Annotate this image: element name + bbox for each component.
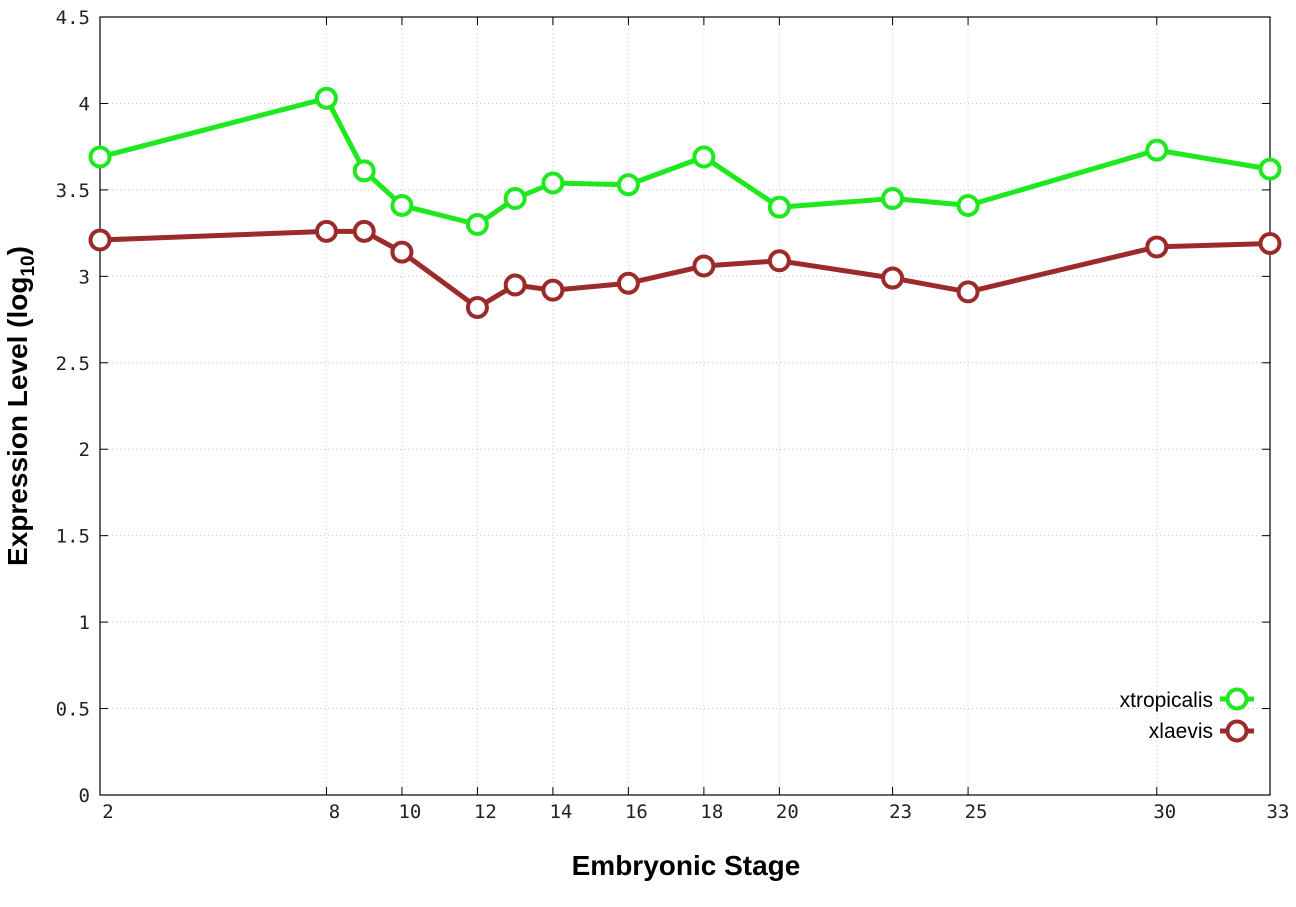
data-point-xtropicalis <box>390 193 414 217</box>
data-point-xlaevis <box>767 249 791 273</box>
x-tick-label: 2 <box>102 801 113 823</box>
data-point-xlaevis <box>390 240 414 264</box>
x-tick-label: 10 <box>398 801 421 823</box>
legend-marker-xtropicalis <box>1225 687 1249 711</box>
data-point-xlaevis <box>881 266 905 290</box>
y-tick-label: 2.5 <box>56 353 90 375</box>
x-tick-label: 20 <box>776 801 799 823</box>
axis-ticks: 0 0.5 1 1.5 2 2.5 3 3.5 4 4.5 2 8 10 12 14 16 18 20 23 25 30… <box>56 7 1290 823</box>
plot-frame <box>99 16 1271 796</box>
data-point-xlaevis <box>956 280 980 304</box>
data-point-xtropicalis <box>503 187 527 211</box>
legend-entry-xtropicalis: xtropicalis <box>1120 687 1254 712</box>
legend: xtropicalis xlaevis <box>1120 687 1254 743</box>
data-point-xtropicalis <box>881 187 905 211</box>
x-tick-label: 16 <box>625 801 648 823</box>
data-point-xtropicalis <box>465 212 489 236</box>
series-xlaevis <box>88 219 1282 319</box>
data-point-xtropicalis <box>692 145 716 169</box>
data-point-xtropicalis <box>616 173 640 197</box>
data-point-xlaevis <box>88 228 112 252</box>
series-line-xtropicalis <box>99 95 1271 227</box>
data-point-xlaevis <box>352 219 376 243</box>
data-point-xlaevis <box>314 219 338 243</box>
x-tick-label: 18 <box>700 801 723 823</box>
x-axis-title: Embryonic Stage <box>572 850 801 881</box>
legend-label-xlaevis: xlaevis <box>1149 720 1213 743</box>
y-tick-label: 1 <box>79 612 90 634</box>
data-point-xlaevis <box>1258 231 1282 255</box>
data-point-xtropicalis <box>767 195 791 219</box>
data-point-xtropicalis <box>314 86 338 110</box>
grid <box>100 17 1270 795</box>
x-tick-label: 12 <box>474 801 497 823</box>
legend-label-xtropicalis: xtropicalis <box>1120 689 1213 712</box>
data-point-xtropicalis <box>88 145 112 169</box>
data-point-xtropicalis <box>541 171 565 195</box>
data-point-xlaevis <box>503 273 527 297</box>
y-axis-title: Expression Level (log10) <box>2 246 39 566</box>
y-tick-label: 3.5 <box>56 180 90 202</box>
data-point-xlaevis <box>692 254 716 278</box>
x-tick-label: 8 <box>329 801 340 823</box>
y-axis-title-close: ) <box>2 246 33 255</box>
series-lines <box>88 86 1282 319</box>
y-axis-title-subscript: 10 <box>18 255 39 276</box>
y-tick-label: 2 <box>79 439 90 461</box>
data-point-xlaevis <box>465 295 489 319</box>
series-xtropicalis <box>88 86 1282 236</box>
data-point-xlaevis <box>1145 235 1169 259</box>
series-line-xlaevis <box>99 228 1271 310</box>
y-tick-label: 3 <box>79 266 90 288</box>
data-point-xtropicalis <box>956 193 980 217</box>
y-tick-label: 0 <box>79 785 90 807</box>
x-tick-label: 14 <box>549 801 572 823</box>
x-tick-label: 30 <box>1153 801 1176 823</box>
y-tick-label: 0.5 <box>56 699 90 721</box>
y-tick-label: 4 <box>79 93 90 115</box>
legend-entry-xlaevis: xlaevis <box>1149 719 1254 743</box>
data-point-xtropicalis <box>1145 138 1169 162</box>
x-tick-label: 23 <box>889 801 912 823</box>
data-point-xtropicalis <box>352 159 376 183</box>
data-point-xlaevis <box>616 271 640 295</box>
y-tick-label: 4.5 <box>56 7 90 29</box>
y-axis-title-main: Expression Level (log <box>2 277 33 566</box>
data-point-xlaevis <box>541 278 565 302</box>
x-tick-label: 25 <box>965 801 988 823</box>
data-point-xtropicalis <box>1258 157 1282 181</box>
legend-marker-xlaevis <box>1225 719 1249 743</box>
x-tick-label: 33 <box>1267 801 1290 823</box>
y-tick-label: 1.5 <box>56 526 90 548</box>
